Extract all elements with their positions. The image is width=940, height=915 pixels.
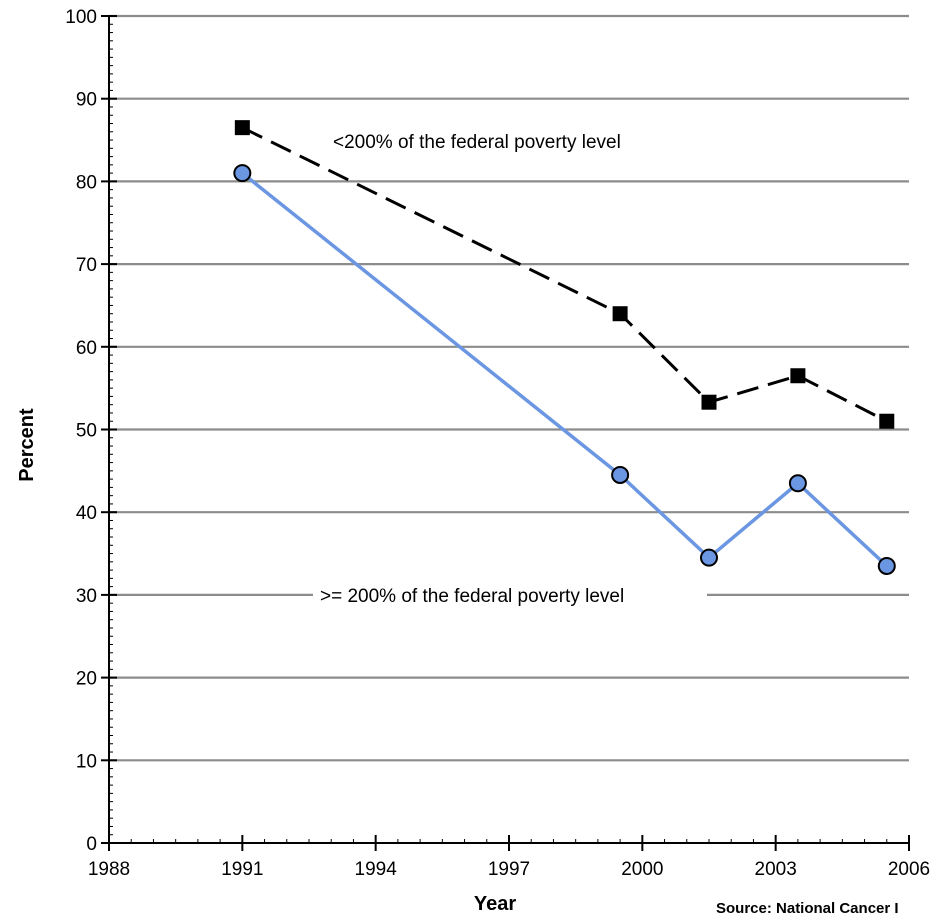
- series-line-1: [241, 171, 888, 568]
- x-tick-label: 2006: [888, 859, 930, 880]
- data-point-square: [701, 394, 717, 410]
- series-label-below-200: <200% of the federal poverty level: [333, 132, 621, 153]
- y-tick-label: 70: [76, 255, 97, 276]
- x-tick-label: 2000: [621, 859, 663, 880]
- y-tick-label: 50: [76, 421, 97, 442]
- y-tick-label: 40: [76, 503, 97, 524]
- grid-lines: [109, 14, 909, 762]
- x-tick-label: 2003: [755, 859, 797, 880]
- y-tick-label: 20: [76, 669, 97, 690]
- data-point-square: [234, 120, 250, 136]
- data-point-square: [612, 306, 628, 322]
- y-tick-label: 10: [76, 751, 97, 772]
- y-tick-label: 30: [76, 586, 97, 607]
- x-tick-label: 1997: [488, 859, 530, 880]
- x-tick-label: 1988: [88, 859, 130, 880]
- labels: Percent Year Source: National Cancer I <…: [16, 132, 899, 915]
- y-tick-label: 80: [76, 172, 97, 193]
- y-tick-label: 0: [86, 834, 97, 855]
- y-axis-title: Percent: [16, 408, 38, 482]
- data-point-circle: [233, 164, 252, 183]
- data-markers: [233, 120, 896, 575]
- data-point-circle: [611, 465, 630, 484]
- ticks: 0 10 20 30 40 50 60 70 80 90 100 1988 1991 1994 1997 20…: [65, 7, 930, 880]
- data-point-square: [879, 413, 895, 429]
- data-point-square: [790, 368, 806, 384]
- source-note: Source: National Cancer I: [716, 900, 899, 915]
- data-point-circle: [788, 474, 807, 493]
- y-tick-label: 100: [65, 7, 97, 28]
- series-label-above-200: >= 200% of the federal poverty level: [320, 586, 624, 607]
- y-tick-label: 60: [76, 338, 97, 359]
- x-tick-label: 1991: [221, 859, 263, 880]
- y-tick-label: 90: [76, 90, 97, 111]
- data-point-circle: [700, 548, 718, 567]
- series-label-background: [313, 579, 707, 609]
- series-line-0: [241, 126, 888, 423]
- x-tick-label: 1994: [355, 859, 398, 880]
- x-axis-title: Year: [474, 893, 516, 915]
- data-point-circle: [877, 556, 896, 575]
